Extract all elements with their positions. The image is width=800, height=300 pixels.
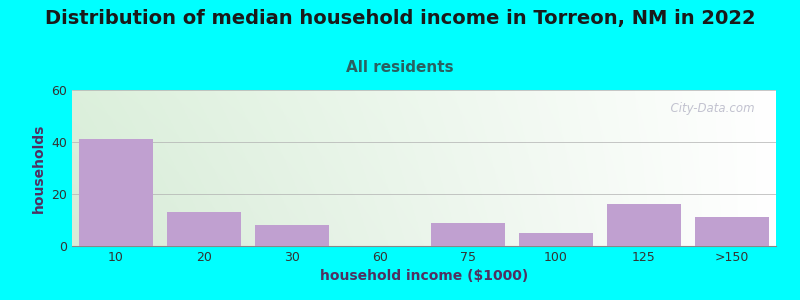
Y-axis label: households: households (32, 123, 46, 213)
Text: All residents: All residents (346, 60, 454, 75)
Text: Distribution of median household income in Torreon, NM in 2022: Distribution of median household income … (45, 9, 755, 28)
Bar (518, 233, 594, 246)
Bar (166, 212, 242, 246)
Bar (78, 140, 154, 246)
Bar (430, 223, 506, 246)
X-axis label: household income ($1000): household income ($1000) (320, 269, 528, 284)
Bar (694, 218, 770, 246)
Bar (606, 204, 682, 246)
Bar (254, 225, 330, 246)
Text: City-Data.com: City-Data.com (663, 103, 755, 116)
